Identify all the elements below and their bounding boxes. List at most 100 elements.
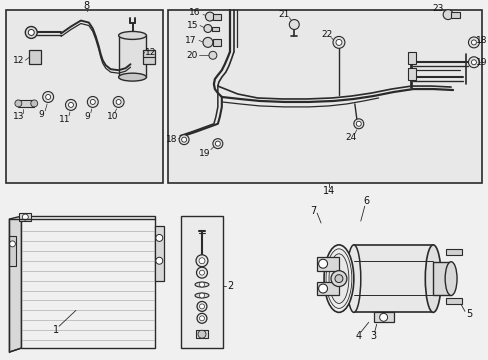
Circle shape [68,103,73,107]
Circle shape [156,234,163,242]
Text: 5: 5 [465,309,471,319]
Circle shape [215,141,220,146]
Bar [6,10,163,183]
Text: 22: 22 [321,30,332,39]
Circle shape [15,100,22,107]
Circle shape [208,51,216,59]
Circle shape [9,241,15,247]
Bar [29,50,41,64]
Circle shape [65,99,76,111]
Ellipse shape [324,245,353,312]
Circle shape [442,10,452,19]
Circle shape [179,135,189,145]
Polygon shape [9,216,21,352]
Circle shape [116,99,121,104]
Bar [143,50,155,64]
Text: 9: 9 [38,111,44,120]
Circle shape [335,39,341,45]
Ellipse shape [325,249,351,309]
Bar [450,12,459,18]
Text: 12: 12 [144,48,156,57]
Circle shape [196,255,207,267]
Circle shape [205,12,214,21]
Bar [196,330,207,338]
Ellipse shape [444,262,456,296]
Circle shape [353,119,363,129]
Circle shape [318,259,327,268]
Text: 14: 14 [322,186,334,196]
Text: 18: 18 [475,36,487,45]
Circle shape [318,284,327,293]
Text: 24: 24 [345,133,356,142]
Text: 12: 12 [13,56,24,65]
Circle shape [203,24,211,32]
Bar [316,257,338,271]
Circle shape [468,37,478,48]
Text: 7: 7 [309,206,316,216]
Circle shape [22,214,28,220]
Text: 2: 2 [227,280,233,291]
Text: 11: 11 [59,115,71,124]
Circle shape [25,27,37,39]
Ellipse shape [425,245,440,312]
Text: 19: 19 [199,149,210,158]
Bar [353,245,432,312]
Circle shape [212,139,223,149]
Ellipse shape [346,245,360,312]
Ellipse shape [119,73,146,81]
Circle shape [90,99,95,104]
Text: 23: 23 [431,4,443,13]
Bar [212,39,221,46]
Text: 10: 10 [107,112,118,121]
Circle shape [199,282,204,287]
Bar [212,14,221,19]
Bar [445,298,461,305]
Circle shape [31,100,38,107]
Text: 8: 8 [83,1,90,11]
Text: 19: 19 [475,58,487,67]
Circle shape [199,258,204,264]
Circle shape [468,57,478,68]
Circle shape [199,304,204,309]
Circle shape [470,60,475,65]
Circle shape [330,271,346,287]
Bar [316,282,338,296]
Circle shape [334,275,342,283]
Text: 15: 15 [187,21,199,30]
Text: 16: 16 [189,8,201,17]
Ellipse shape [195,282,208,287]
Circle shape [28,30,34,35]
Circle shape [332,36,344,48]
Circle shape [199,316,204,321]
Bar [9,236,16,266]
Bar [407,68,415,80]
Circle shape [113,96,124,107]
Bar [211,27,219,31]
Circle shape [197,313,206,323]
Circle shape [289,19,299,30]
Text: 3: 3 [370,331,376,341]
Text: 13: 13 [13,112,24,121]
Text: 6: 6 [363,196,369,206]
Bar [432,262,450,296]
Circle shape [156,257,163,264]
Circle shape [356,121,361,126]
Circle shape [181,137,186,142]
Circle shape [198,330,205,338]
Bar [445,249,461,255]
Text: 17: 17 [185,36,196,45]
Ellipse shape [119,31,146,39]
Polygon shape [21,216,155,348]
Bar [155,226,164,280]
Text: 21: 21 [278,10,289,19]
Bar [20,213,31,221]
Circle shape [199,270,204,275]
Bar [373,312,393,322]
Circle shape [87,96,98,107]
Ellipse shape [328,254,348,303]
Text: 20: 20 [186,51,197,60]
Circle shape [199,293,204,298]
Circle shape [42,91,54,103]
Circle shape [203,37,212,48]
Text: 4: 4 [355,331,361,341]
